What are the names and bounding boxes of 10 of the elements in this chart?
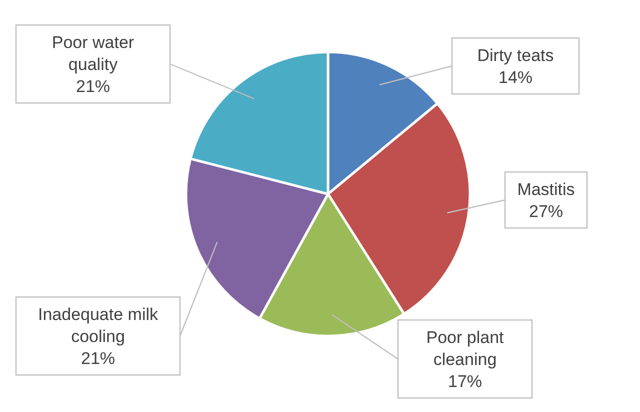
data-label: 21% xyxy=(76,77,110,96)
slice-label: Mastitis xyxy=(517,180,575,199)
data-label: 27% xyxy=(528,202,564,221)
slice-label: Dirty teats xyxy=(477,46,554,65)
slice-label: Poor plant cleaning xyxy=(426,328,504,369)
data-label: 14% xyxy=(498,68,533,87)
slice-label: Inadequate milk cooling xyxy=(38,305,159,346)
data-label: 17% xyxy=(448,372,482,391)
data-label: 21% xyxy=(80,349,116,368)
slice-label: Poor water quality xyxy=(52,33,134,74)
